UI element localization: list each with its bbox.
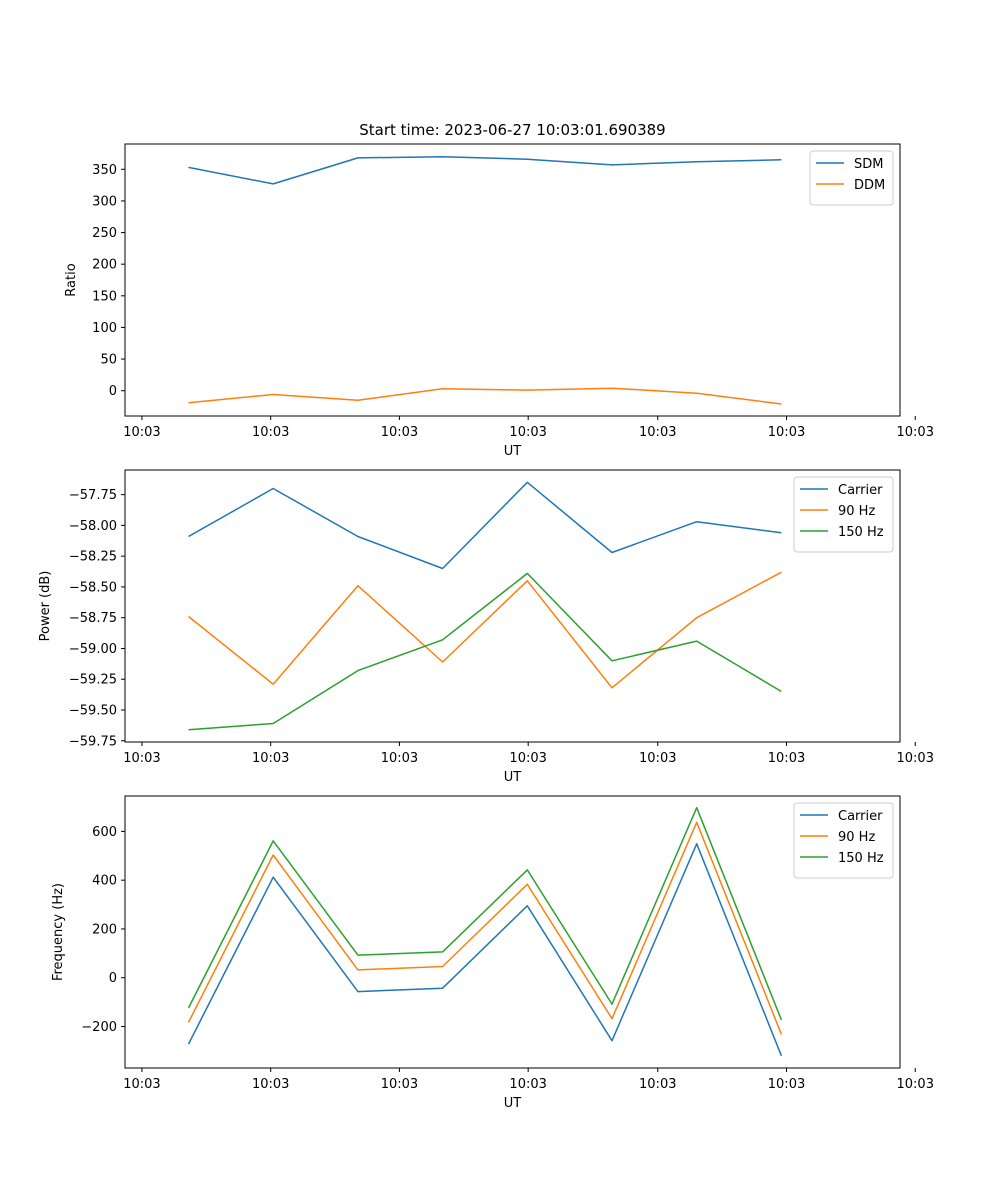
series-line-90-hz bbox=[187, 821, 783, 1035]
y-tick-label: −58.75 bbox=[69, 611, 117, 626]
y-tick-label: 200 bbox=[92, 258, 117, 273]
chart-panel-1: Start time: 2023-06-27 10:03:01.690389 10… bbox=[64, 121, 934, 459]
x-tick-label: 10:03 bbox=[509, 751, 546, 766]
legend-entry: 90 Hz bbox=[838, 830, 875, 845]
x-tick-label: 10:03 bbox=[897, 425, 934, 440]
x-tick-label: 10:03 bbox=[768, 751, 805, 766]
plot-frame bbox=[124, 143, 901, 417]
x-tick-label: 10:03 bbox=[768, 425, 805, 440]
y-tick-label: 0 bbox=[109, 384, 117, 399]
x-axis-label: UT bbox=[504, 444, 522, 459]
series-line-carrier bbox=[187, 843, 783, 1057]
x-tick-label: 10:03 bbox=[639, 425, 676, 440]
y-tick-label: −58.00 bbox=[69, 519, 117, 534]
x-tick-label: 10:03 bbox=[509, 1077, 546, 1092]
legend-entry: Carrier bbox=[838, 483, 883, 498]
y-axis-label: Frequency (Hz) bbox=[51, 883, 66, 981]
y-tick-label: −200 bbox=[81, 1020, 117, 1035]
series-line-90-hz bbox=[188, 571, 782, 689]
series-line-carrier bbox=[188, 481, 782, 570]
x-axis-label: UT bbox=[504, 1096, 522, 1111]
legend-entry: 150 Hz bbox=[838, 525, 884, 540]
y-axis-label: Power (dB) bbox=[38, 571, 53, 642]
legend-box bbox=[809, 150, 894, 206]
legend: Carrier 90 Hz 150 Hz bbox=[793, 476, 894, 553]
plot-frame bbox=[124, 795, 901, 1069]
x-tick-label: 10:03 bbox=[381, 425, 418, 440]
legend-entry: 150 Hz bbox=[838, 851, 884, 866]
x-tick-label: 10:03 bbox=[123, 1077, 160, 1092]
legend-entry: SDM bbox=[854, 157, 883, 172]
y-tick-label: 350 bbox=[92, 163, 117, 178]
y-tick-label: 50 bbox=[100, 353, 117, 368]
legend-box bbox=[793, 802, 894, 879]
y-axis-label: Ratio bbox=[64, 263, 79, 296]
y-tick-label: 0 bbox=[109, 971, 117, 986]
x-tick-label: 10:03 bbox=[639, 1077, 676, 1092]
y-tick-label: −58.25 bbox=[69, 550, 117, 565]
legend: SDM DDM bbox=[809, 150, 894, 206]
x-tick-label: 10:03 bbox=[123, 751, 160, 766]
legend: Carrier 90 Hz 150 Hz bbox=[793, 802, 894, 879]
x-tick-label: 10:03 bbox=[768, 1077, 805, 1092]
x-tick-label: 10:03 bbox=[252, 751, 289, 766]
x-tick-label: 10:03 bbox=[381, 1077, 418, 1092]
x-tick-label: 10:03 bbox=[897, 1077, 934, 1092]
series-line-150-hz bbox=[187, 806, 783, 1021]
x-tick-label: 10:03 bbox=[123, 425, 160, 440]
y-tick-label: −59.00 bbox=[69, 642, 117, 657]
y-tick-label: 100 bbox=[92, 321, 117, 336]
y-tick-label: −57.75 bbox=[69, 488, 117, 503]
y-tick-label: 150 bbox=[92, 289, 117, 304]
legend-entry: Carrier bbox=[838, 809, 883, 824]
series-line-sdm bbox=[188, 155, 782, 185]
x-tick-label: 10:03 bbox=[897, 751, 934, 766]
x-tick-label: 10:03 bbox=[252, 1077, 289, 1092]
x-tick-label: 10:03 bbox=[381, 751, 418, 766]
x-tick-label: 10:03 bbox=[252, 425, 289, 440]
x-tick-label: 10:03 bbox=[639, 751, 676, 766]
legend-entry: DDM bbox=[854, 178, 885, 193]
plot-frame bbox=[124, 469, 901, 743]
y-tick-label: −58.50 bbox=[69, 580, 117, 595]
y-tick-label: 200 bbox=[92, 922, 117, 937]
y-tick-label: 400 bbox=[92, 874, 117, 889]
series-line-ddm bbox=[188, 387, 782, 405]
y-tick-label: −59.50 bbox=[69, 704, 117, 719]
x-tick-label: 10:03 bbox=[509, 425, 546, 440]
chart-panel-3: 10:03 10:03 10:03 10:03 10:03 10:03 10:03 −200 0… bbox=[51, 795, 934, 1111]
y-tick-label: −59.25 bbox=[69, 673, 117, 688]
y-tick-label: −59.75 bbox=[69, 734, 117, 749]
legend-box bbox=[793, 476, 894, 553]
y-tick-label: 600 bbox=[92, 825, 117, 840]
series-line-150-hz bbox=[188, 572, 782, 731]
chart-title: Start time: 2023-06-27 10:03:01.690389 bbox=[359, 121, 665, 139]
legend-entry: 90 Hz bbox=[838, 504, 875, 519]
chart-panel-2: 10:03 10:03 10:03 10:03 10:03 10:03 10:03 −59.7… bbox=[38, 469, 934, 785]
y-tick-label: 300 bbox=[92, 194, 117, 209]
x-axis-label: UT bbox=[504, 770, 522, 785]
y-tick-label: 250 bbox=[92, 226, 117, 241]
